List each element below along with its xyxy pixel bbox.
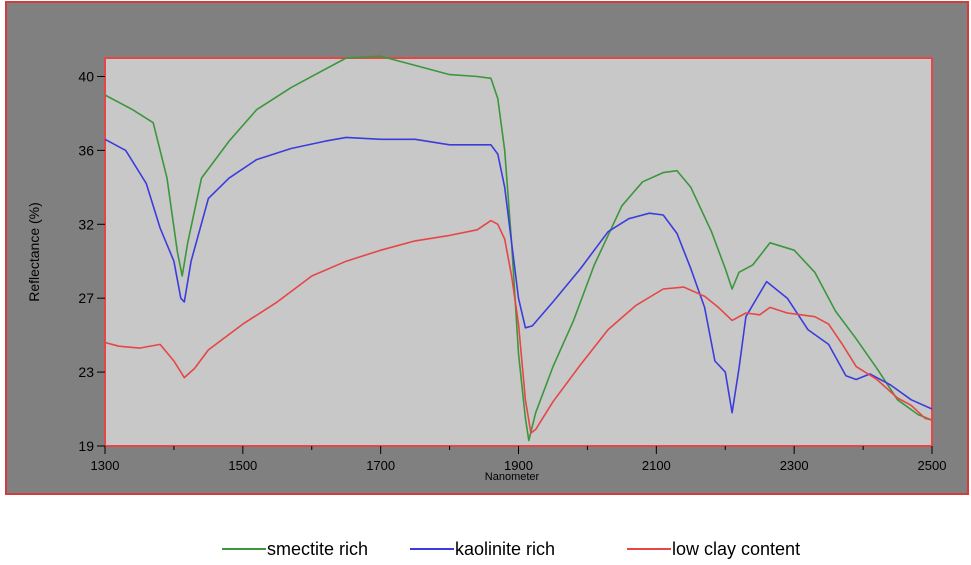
y-tick-label: 23 — [78, 364, 94, 380]
x-tick-label: 2500 — [918, 458, 947, 473]
legend-label: kaolinite rich — [455, 539, 556, 559]
y-tick-label: 36 — [78, 142, 94, 158]
x-tick-label: 2300 — [780, 458, 809, 473]
y-axis: 19 23 27 32 36 40 — [78, 68, 105, 454]
legend-swatch — [222, 548, 266, 550]
x-tick-label: 1500 — [228, 458, 257, 473]
y-tick-label: 19 — [78, 438, 94, 454]
chart-panel: 19 23 27 32 36 40 1300 1500 1700 1900 2100 2300 250… — [5, 1, 969, 495]
series-line-smectite-rich — [104, 55, 933, 442]
series-line-kaolinite-rich — [104, 136, 933, 414]
legend-label: low clay content — [672, 539, 801, 559]
x-tick-label: 2100 — [642, 458, 671, 473]
plot-area — [104, 57, 933, 447]
y-tick-label: 27 — [78, 290, 94, 306]
x-axis-label: Nanometer — [485, 471, 540, 483]
y-tick-label: 32 — [78, 216, 94, 232]
x-tick-label: 1700 — [366, 458, 395, 473]
x-axis: 1300 1500 1700 1900 2100 2300 2500 — [91, 446, 947, 473]
y-tick-label: 40 — [78, 68, 94, 84]
x-tick-label: 1300 — [91, 458, 120, 473]
series-line-low-clay-content — [104, 219, 933, 434]
legend-label: smectite rich — [267, 539, 369, 559]
legend-swatch — [410, 548, 454, 550]
legend-swatch — [627, 548, 671, 550]
x-tick-label: 1900 — [504, 458, 533, 473]
y-axis-label: Reflectance (%) — [26, 202, 42, 302]
series-group — [104, 55, 933, 442]
